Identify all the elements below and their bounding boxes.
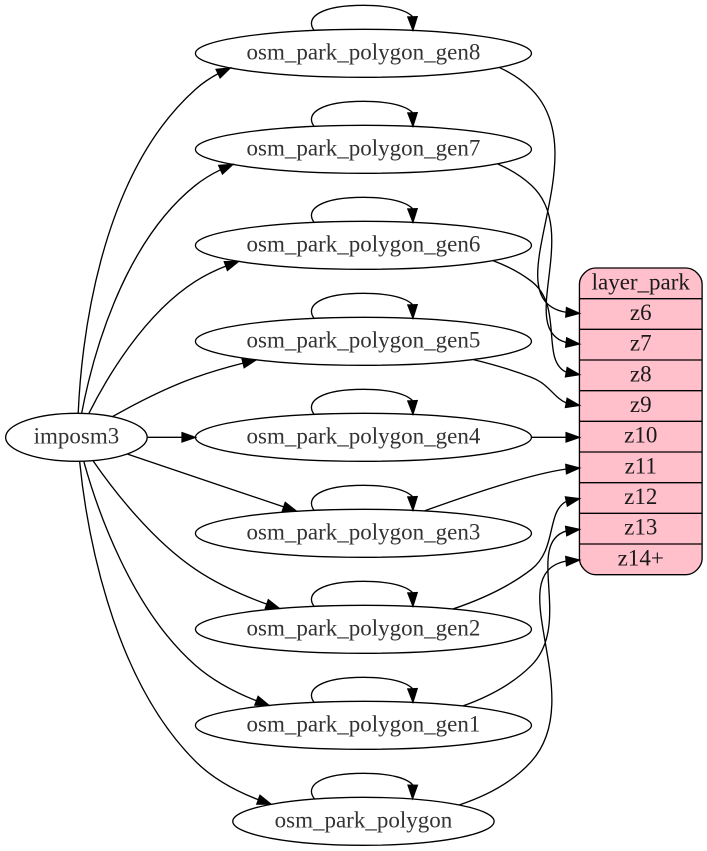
svg-text:osm_park_polygon_gen2: osm_park_polygon_gen2 [247,614,481,640]
svg-text:z7: z7 [630,330,652,356]
svg-text:z8: z8 [630,360,652,386]
svg-text:osm_park_polygon_gen8: osm_park_polygon_gen8 [247,38,481,64]
svg-text:osm_park_polygon_gen4: osm_park_polygon_gen4 [247,422,481,448]
svg-text:z10: z10 [624,422,657,448]
svg-text:layer_park: layer_park [592,268,691,294]
svg-text:osm_park_polygon_gen5: osm_park_polygon_gen5 [247,326,481,352]
svg-text:z13: z13 [624,514,657,540]
svg-text:z14+: z14+ [618,544,664,570]
svg-text:z12: z12 [624,483,657,509]
svg-text:imposm3: imposm3 [34,422,120,448]
svg-text:osm_park_polygon_gen7: osm_park_polygon_gen7 [247,134,481,160]
svg-text:z9: z9 [630,391,652,417]
svg-text:z6: z6 [630,299,652,325]
svg-text:osm_park_polygon_gen6: osm_park_polygon_gen6 [247,230,481,256]
svg-text:osm_park_polygon_gen3: osm_park_polygon_gen3 [247,518,481,544]
svg-text:osm_park_polygon: osm_park_polygon [275,806,453,832]
svg-text:osm_park_polygon_gen1: osm_park_polygon_gen1 [247,710,481,736]
svg-text:z11: z11 [625,452,657,478]
